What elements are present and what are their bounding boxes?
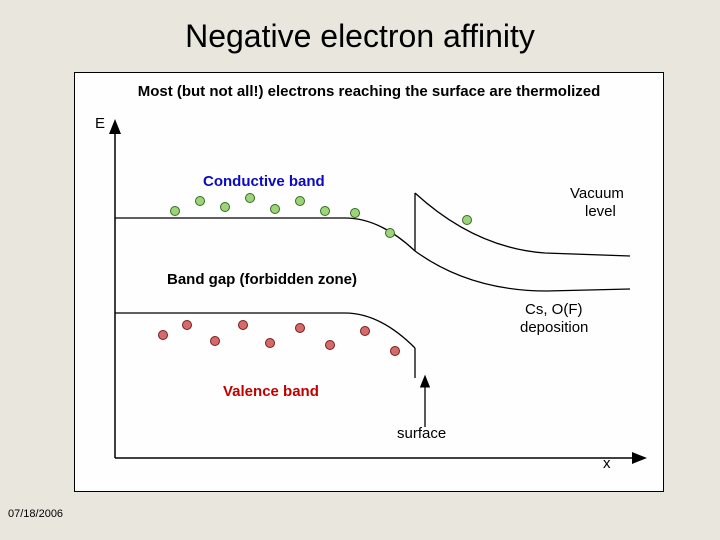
valence-band-label: Valence band	[223, 383, 319, 400]
deposition-label-1: Cs, O(F)	[525, 301, 583, 318]
x-axis-label: x	[603, 455, 611, 472]
band-gap-label: Band gap (forbidden zone)	[167, 271, 357, 288]
page-title: Negative electron affinity	[0, 0, 720, 55]
surface-label: surface	[397, 425, 446, 442]
deposition-label-2: deposition	[520, 319, 588, 336]
y-axis-label: E	[95, 115, 105, 132]
energy-diagram	[75, 73, 665, 493]
date-text: 07/18/2006	[8, 508, 63, 520]
conductive-band-label: Conductive band	[203, 173, 325, 190]
vacuum-level-label-1: Vacuum	[570, 185, 624, 202]
diagram-frame: Most (but not all!) electrons reaching t…	[74, 72, 664, 492]
vacuum-level-label-2: level	[585, 203, 616, 220]
